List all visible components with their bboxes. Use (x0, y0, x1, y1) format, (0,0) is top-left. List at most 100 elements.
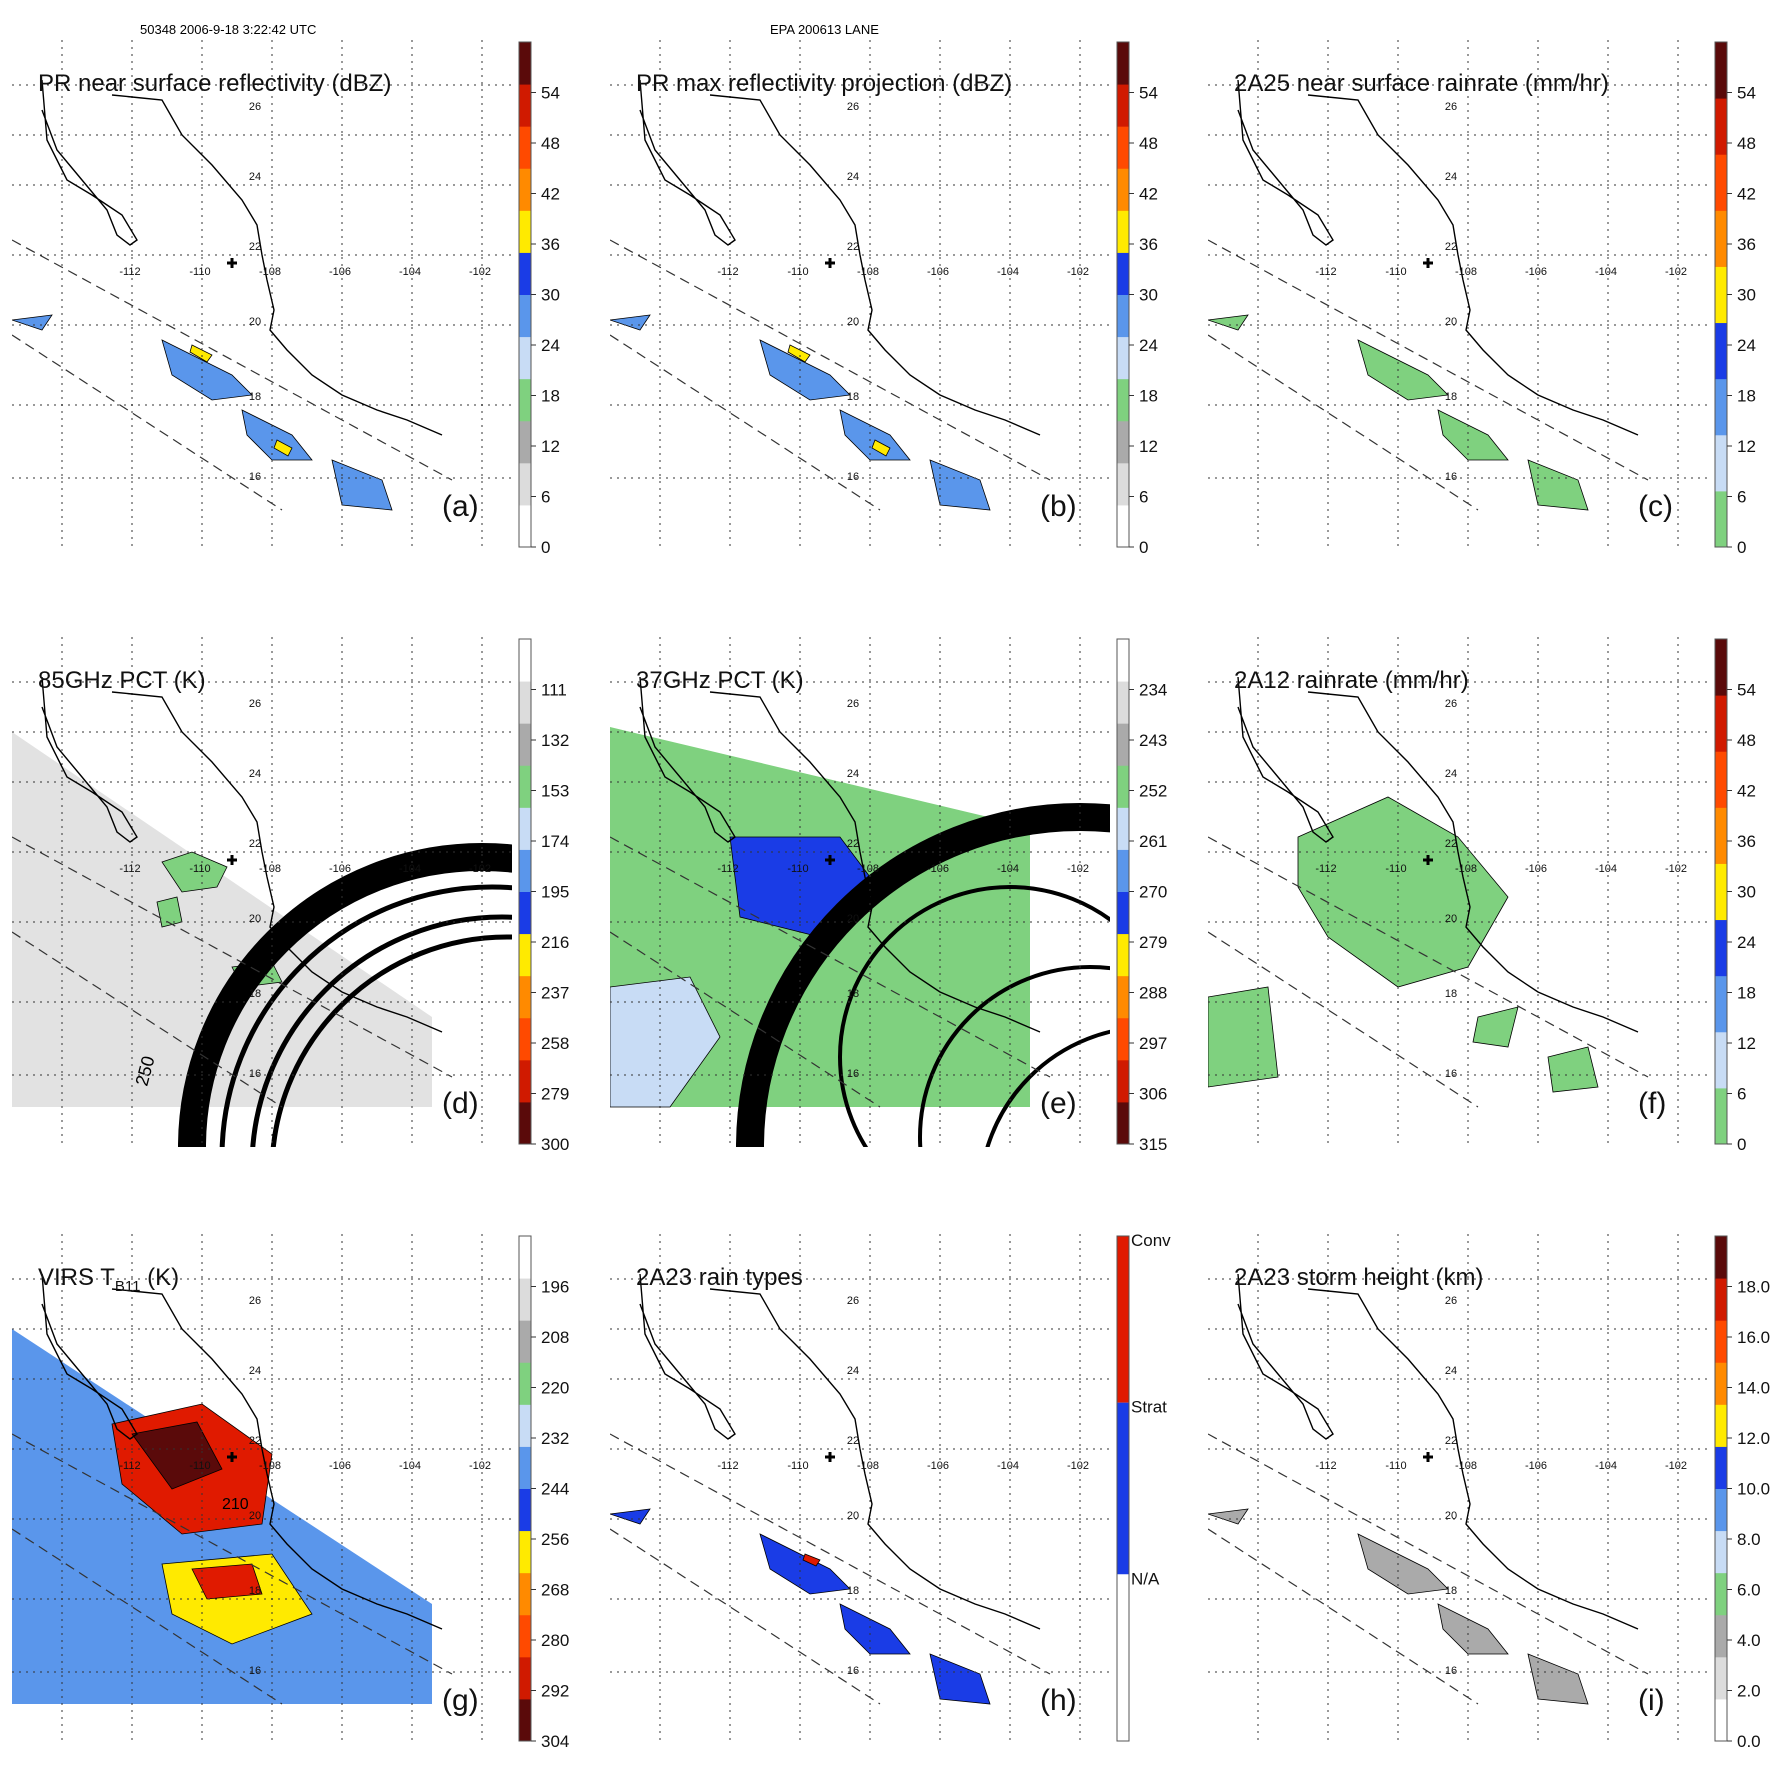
data-field (1208, 314, 1589, 511)
lat-tick-label: 18 (1445, 988, 1457, 1000)
colorbar-tick-label: 54 (1139, 84, 1158, 103)
lon-tick-label: -110 (1385, 863, 1406, 875)
colorbar-segment (519, 1446, 531, 1489)
lat-tick-label: 26 (1445, 698, 1457, 710)
lon-tick-label: -104 (1595, 266, 1617, 278)
colorbar-segment (1715, 434, 1727, 492)
colorbar-tick-label: 30 (1737, 883, 1756, 902)
colorbar-segment (519, 1320, 531, 1363)
coastline (639, 1273, 1041, 1630)
colorbar-a: 54 48 42 36 30 24 18 12 6 0 (518, 41, 560, 557)
rain-band (1357, 339, 1449, 401)
coastline (41, 1273, 443, 1630)
coastline (1237, 676, 1639, 1033)
colorbar-segment (519, 126, 531, 169)
rain-cell (610, 1508, 651, 1525)
colorbar-tick-label: 220 (541, 1379, 569, 1398)
lon-tick-label: -102 (1067, 863, 1089, 875)
lon-tick-label: -104 (1595, 1460, 1617, 1472)
colorbar-tick-label: 0 (1139, 538, 1148, 557)
rain-band (1357, 1533, 1449, 1595)
colorbar-container: 54 48 42 36 30 24 18 12 6 0 (1713, 637, 1771, 1157)
lat-tick-label: 24 (847, 1365, 859, 1377)
lon-tick-label: -106 (1525, 863, 1547, 875)
colorbar-tick-label: 18 (1139, 387, 1158, 406)
colorbar-tick-label: 12 (1737, 437, 1756, 456)
colorbar-segment (1715, 1404, 1727, 1447)
colorbar-segment (519, 294, 531, 338)
colorbar-c: 54 48 42 36 30 24 18 12 6 0 (1714, 41, 1756, 557)
colorbar-segment (1117, 1017, 1129, 1061)
colorbar-tick-label: 14.0 (1737, 1379, 1770, 1398)
lat-tick-label: 16 (847, 1068, 859, 1080)
lat-tick-label: 22 (249, 241, 261, 253)
map-b: -112 -110 -108 -106 -104 -102 26 24 22 20 18 16 (610, 40, 1110, 550)
lat-tick-label: 26 (1445, 1295, 1457, 1307)
lat-tick-label: 16 (249, 1665, 261, 1677)
lon-tick-label: -104 (997, 266, 1019, 278)
data-field (610, 314, 991, 511)
coastline (41, 79, 443, 436)
panel-d: 250 -112 -110 -108 -106 -104 -102 26 24 22 20 18 16 8… (12, 637, 622, 1162)
colorbar-tick-label: 48 (541, 134, 560, 153)
colorbar-d: 111 132 153 174 195 216 237 258 279 300 (518, 638, 569, 1154)
lat-tick-label: 18 (847, 988, 859, 1000)
lat-tick-label: 26 (847, 698, 859, 710)
ice-scatter-region (161, 851, 228, 893)
colorbar-tick-label: 279 (541, 1085, 569, 1104)
colorbar-segment (519, 765, 531, 808)
lat-tick-label: 24 (1445, 1365, 1457, 1377)
lon-tick-label: -106 (329, 266, 351, 278)
storm-center-marker (227, 258, 237, 268)
rain-region (1472, 1006, 1519, 1048)
lon-tick-label: -108 (259, 863, 281, 875)
colorbar-segment (519, 336, 531, 380)
colorbar-segment (1117, 639, 1129, 682)
colorbar-i: 18.0 16.0 14.0 12.0 10.0 8.0 6.0 4.0 2.0 0.0 (1714, 1235, 1770, 1751)
colorbar-container: Conv Strat N/A (1115, 1231, 1215, 1754)
colorbar-tick-label: 36 (541, 235, 560, 254)
panel-h: -112 -110 -108 -106 -104 -102 26 24 22 20 18 16 2A23… (610, 1231, 1220, 1759)
colorbar-tick-label: 4.0 (1737, 1631, 1761, 1650)
lat-tick-label: 16 (847, 471, 859, 483)
colorbar-segment (1117, 294, 1129, 338)
colorbar-segment (519, 975, 531, 1019)
colorbar-segment (1715, 266, 1727, 324)
colorbar-tick-label: 6 (1737, 1085, 1746, 1104)
lon-tick-label: -104 (399, 266, 421, 278)
panel-a: -112 -110 -108 -106 -104 -102 26 24 22 20 18 16 PR n… (12, 40, 622, 565)
colorbar-segment (519, 681, 531, 724)
rain-cell (1527, 459, 1589, 511)
data-field (1208, 1508, 1589, 1705)
colorbar-segment (519, 42, 531, 85)
colorbar-segment (1117, 378, 1129, 422)
rain-band (759, 1533, 851, 1595)
lat-tick-label: 16 (847, 1665, 859, 1677)
colorbar-segment (1715, 1278, 1727, 1321)
colorbar-tick-label: 42 (1737, 185, 1756, 204)
colorbar-segment (1715, 42, 1727, 99)
colorbar-tick-label: 18.0 (1737, 1278, 1770, 1297)
colorbar-tick-label: 216 (541, 933, 569, 952)
colorbar-segment (1117, 504, 1129, 548)
rain-cell (610, 314, 651, 331)
colorbar-tick-label: 18 (1737, 984, 1756, 1003)
colorbar-segment (1117, 1574, 1129, 1741)
colorbar-tick-label: 24 (1737, 933, 1756, 952)
rain-cell (1208, 314, 1249, 331)
lat-tick-label: 20 (249, 316, 261, 328)
map-g: 210 -112 -110 -108 -106 -104 -102 26 24 22 20 18 16 (12, 1234, 512, 1744)
lat-tick-label: 26 (249, 698, 261, 710)
colorbar-h: Conv Strat N/A (1116, 1231, 1171, 1742)
colorbar-tick-label: 10.0 (1737, 1480, 1770, 1499)
colorbar-tick-label: 279 (1139, 933, 1167, 952)
map-f: -112 -110 -108 -106 -104 -102 26 24 22 20 18 16 (1208, 637, 1708, 1147)
lat-tick-label: 24 (847, 171, 859, 183)
rain-cell (1527, 1653, 1589, 1705)
colorbar-segment (519, 639, 531, 682)
colorbar-category-label: Strat (1131, 1398, 1167, 1417)
colorbar-b: 54 48 42 36 30 24 18 12 6 0 (1116, 41, 1158, 557)
lon-tick-label: -102 (1067, 1460, 1089, 1472)
storm-center-marker (1423, 258, 1433, 268)
lon-tick-label: -102 (469, 863, 491, 875)
